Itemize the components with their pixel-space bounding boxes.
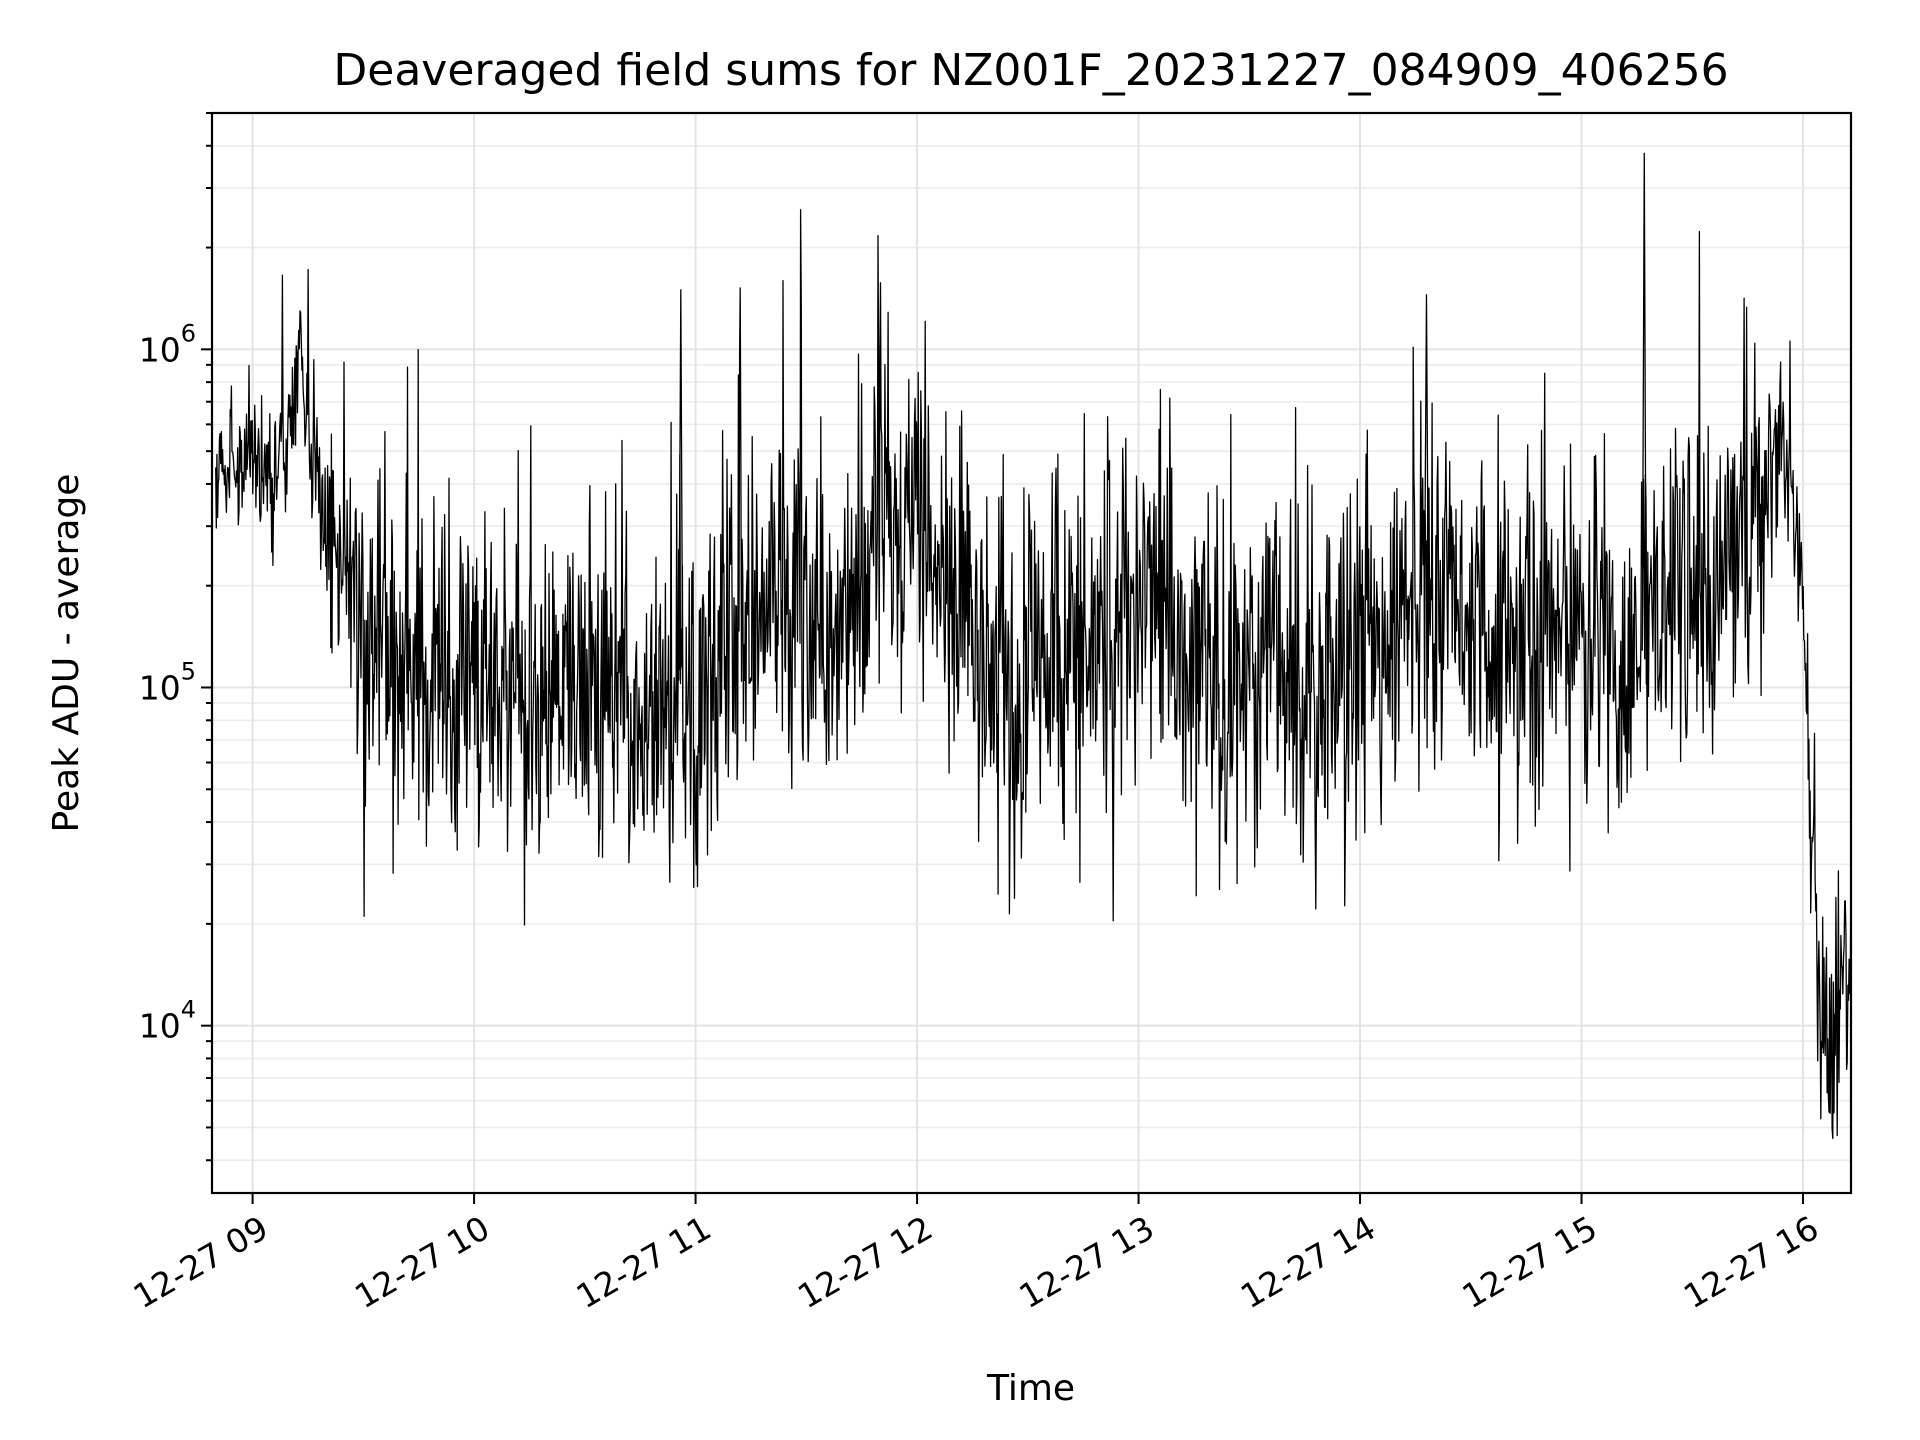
y-tick-exponent: 4 xyxy=(181,996,196,1024)
axes-frame xyxy=(210,111,1853,1195)
plot-area xyxy=(215,152,1852,1140)
chart-title: Deaveraged field sums for NZ001F_2023122… xyxy=(333,45,1728,96)
series-spike xyxy=(678,289,684,715)
series-spike xyxy=(1423,294,1430,644)
y-tick-exponent: 6 xyxy=(181,319,196,347)
y-tick-exponent: 5 xyxy=(181,658,196,686)
y-axis-label: Peak ADU - average xyxy=(46,474,87,833)
grid xyxy=(212,112,1851,1193)
x-axis-label: Time xyxy=(986,1368,1075,1409)
series-spike xyxy=(1641,152,1647,685)
series-line xyxy=(215,209,1852,1140)
